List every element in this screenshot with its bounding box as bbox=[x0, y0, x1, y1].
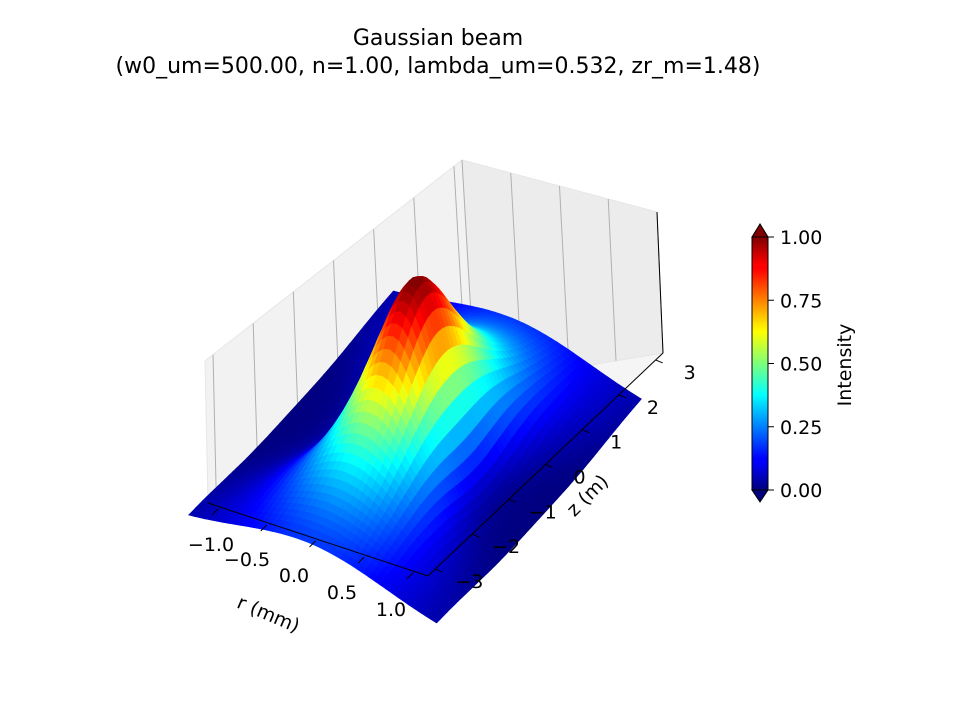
z-tick-label: 1 bbox=[610, 432, 622, 454]
r-tick-label: 0.0 bbox=[279, 565, 309, 587]
r-tick-label: 0.5 bbox=[327, 582, 357, 604]
z-tick-mark bbox=[471, 533, 480, 538]
r-tick-label: −0.5 bbox=[224, 549, 270, 571]
z-tick-mark bbox=[508, 498, 516, 503]
gaussian-surface bbox=[188, 275, 642, 624]
r-tick-mark bbox=[406, 572, 414, 580]
r-tick-label: −1.0 bbox=[188, 534, 234, 556]
chart-title-line2: (w0_um=500.00, n=1.00, lambda_um=0.532, … bbox=[116, 54, 761, 79]
colorbar-tick-label: 0.75 bbox=[780, 290, 822, 312]
colorbar-tick-label: 0.50 bbox=[780, 354, 822, 376]
gridline-r-3 bbox=[607, 198, 617, 361]
surface-patch bbox=[430, 615, 441, 624]
colorbar-label: Intensity bbox=[834, 324, 856, 407]
z-tick-mark bbox=[435, 568, 443, 573]
colorbar-bottom-arrow bbox=[751, 489, 769, 503]
z-axis-ticks: −3 −2 −1 0 1 2 3 bbox=[435, 359, 696, 593]
gridline-r-2 bbox=[559, 185, 570, 369]
z-tick-label: −3 bbox=[455, 571, 483, 593]
r-tick-mark bbox=[260, 524, 268, 532]
z-tick-label: 3 bbox=[684, 362, 696, 384]
colorbar-gradient bbox=[751, 236, 769, 491]
z-tick-mark bbox=[582, 429, 590, 434]
z-tick-mark bbox=[655, 359, 663, 364]
z-tick-label: −2 bbox=[492, 536, 520, 558]
z-tick-mark bbox=[545, 464, 553, 468]
r-tick-mark bbox=[309, 540, 316, 548]
r-tick-mark bbox=[357, 556, 365, 564]
colorbar: 0.00 0.25 0.50 0.75 1.00 Intensity bbox=[751, 223, 856, 503]
z-tick-label: −1 bbox=[529, 501, 557, 523]
chart-title-line1: Gaussian beam bbox=[353, 26, 523, 51]
r-axis-line bbox=[207, 502, 429, 577]
colorbar-ticks: 0.00 0.25 0.50 0.75 1.00 bbox=[768, 227, 822, 502]
z-tick-label: 2 bbox=[647, 397, 659, 419]
gridline-z-0 bbox=[212, 354, 217, 500]
r-tick-label: 1.0 bbox=[376, 599, 406, 621]
z-tick-mark bbox=[618, 394, 627, 399]
r-axis-ticks: −1.0−0.5 0.0 0.5 1.0 bbox=[188, 508, 414, 621]
colorbar-tick-label: 0.25 bbox=[780, 417, 822, 439]
r-tick-mark bbox=[211, 508, 219, 516]
colorbar-tick-label: 0.00 bbox=[780, 480, 822, 502]
r-axis-label: r (mm) bbox=[234, 592, 303, 638]
z-tick-label: 0 bbox=[573, 467, 585, 489]
colorbar-top-arrow bbox=[751, 223, 769, 238]
intensity-axis-line bbox=[656, 211, 664, 354]
colorbar-tick-label: 1.00 bbox=[780, 227, 822, 249]
